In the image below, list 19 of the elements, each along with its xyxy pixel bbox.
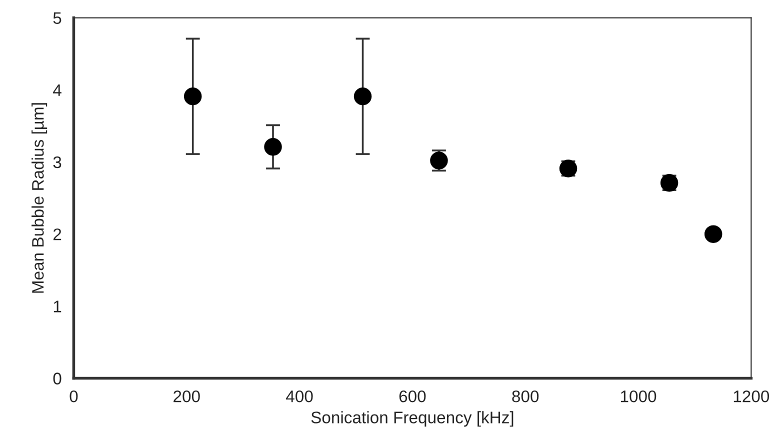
x-tick-label: 600 (399, 390, 426, 402)
y-tick-label: 0 (53, 372, 62, 384)
x-tick-label: 1200 (734, 390, 770, 402)
x-tick-label: 800 (512, 390, 539, 402)
point (354, 88, 372, 106)
point (184, 88, 202, 106)
x-tick-label: 200 (174, 390, 200, 402)
x-tick-label: 0 (70, 390, 78, 402)
y-axis-title: Mean Bubble Radius [µm] (32, 103, 48, 293)
y-tick-label: 5 (53, 12, 62, 24)
y-tick-label: 4 (53, 84, 62, 96)
y-tick-label: 3 (53, 156, 62, 168)
x-tick-label: 1000 (620, 390, 656, 402)
point (704, 225, 722, 243)
y-tick-label: 2 (53, 228, 62, 240)
x-tick-label: 400 (286, 390, 313, 402)
y-tick-label: 1 (54, 300, 62, 312)
point (264, 138, 282, 156)
x-axis-title: Sonication Frequency [kHz] (311, 411, 514, 427)
